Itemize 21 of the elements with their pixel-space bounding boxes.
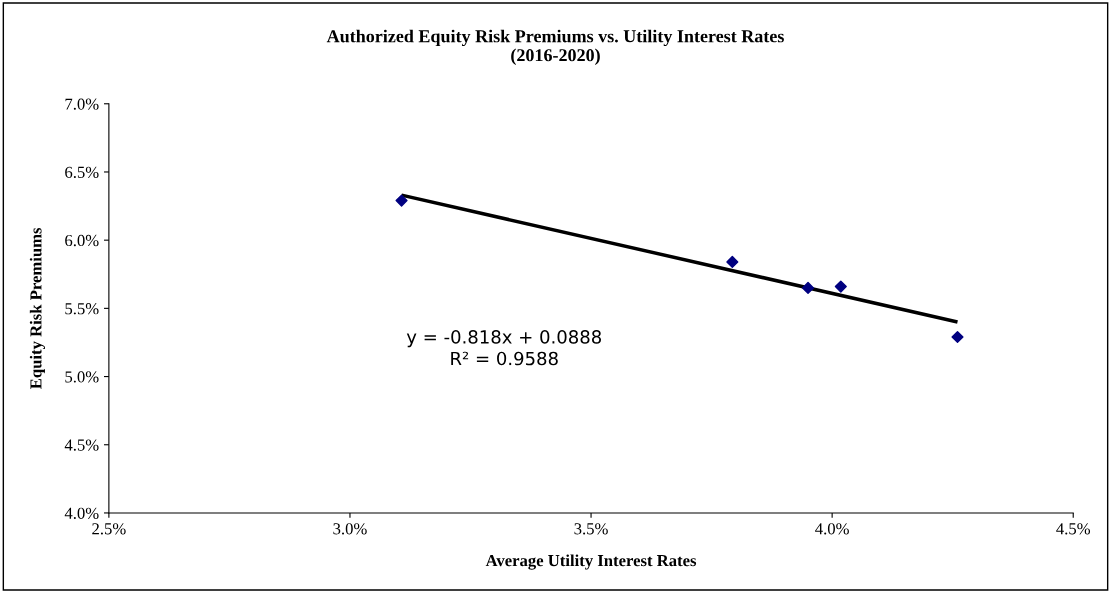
y-tick-label: 6.0% (65, 234, 99, 247)
x-tick-label: 3.5% (574, 523, 608, 535)
chart-title: Authorized Equity Risk Premiums vs. Utility Interest Rates (2016-2020) (326, 29, 784, 65)
y-tick-label: 5.0% (65, 371, 99, 383)
x-tick-label: 3.0% (333, 523, 367, 535)
point (395, 194, 408, 207)
y-tick-label: 4.5% (64, 439, 99, 451)
point (951, 330, 964, 344)
y-tick-label: 5.5% (65, 303, 99, 315)
y-tick-label: 4.0% (64, 507, 99, 519)
x-tick-label: 2.5% (92, 523, 126, 535)
y-axis-title: Equity Risk Premiums (29, 227, 45, 389)
point (726, 255, 739, 269)
x-axis-title: Average Utility Interest Rates (485, 554, 697, 570)
y-tick-label: 7.0% (65, 98, 99, 110)
x-tick-label: 4.0% (815, 523, 849, 535)
y-tick-label: 6.5% (65, 166, 99, 178)
point (801, 281, 815, 294)
x-tick-label: 4.5% (1056, 523, 1091, 535)
annotation: y = -0.818x + 0.0888 R² = 0.9588 (406, 330, 602, 366)
point (834, 280, 847, 293)
